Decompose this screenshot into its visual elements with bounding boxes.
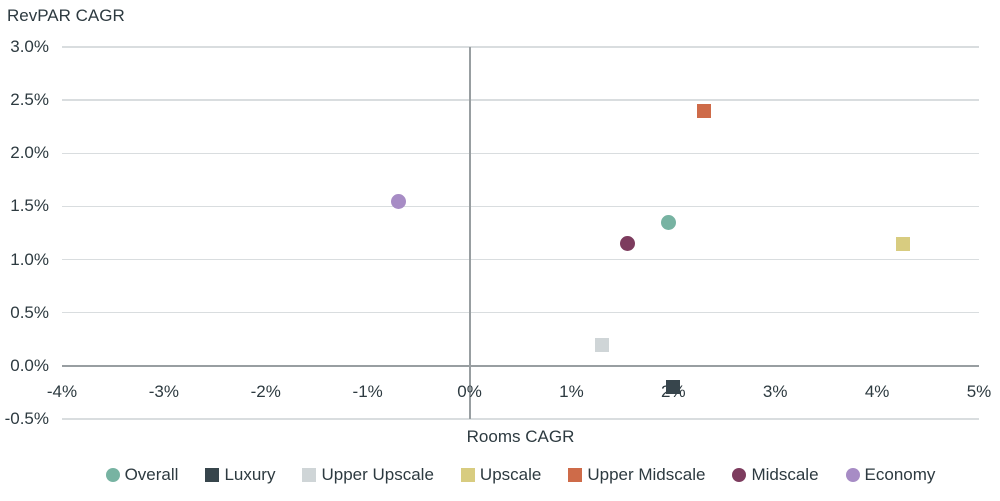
point-upper-midscale <box>696 103 711 118</box>
point-economy <box>390 193 406 209</box>
legend-label: Upscale <box>479 465 542 484</box>
x-tick-label: -3% <box>148 382 179 401</box>
point-overall <box>660 214 676 230</box>
point-midscale <box>619 236 635 252</box>
gridline-y-1.5% <box>62 205 979 208</box>
legend-label: Midscale <box>751 465 819 484</box>
y-tick-label: 1.0% <box>10 249 49 269</box>
gridline-y--0.5% <box>62 418 979 420</box>
x-tick-label: 4% <box>864 382 890 401</box>
point-upper-upscale <box>595 337 609 352</box>
gridline-y-2.0% <box>62 152 979 155</box>
gridline-y-2.5% <box>62 99 979 101</box>
legend: Overall Luxury Upper Upscale Upscale Upper M… <box>62 465 979 485</box>
y-tick-label: 2.0% <box>10 143 49 163</box>
x-tick-label: -4% <box>46 382 78 401</box>
x-tick-label: -2% <box>250 382 281 401</box>
legend-item-upper-midscale: Upper Midscale <box>568 465 705 485</box>
gridline-y-0.0% <box>62 364 979 367</box>
x-tick-label: 0% <box>457 382 482 401</box>
y-tick-label: 2.5% <box>10 90 49 110</box>
legend-label: Overall <box>124 465 179 484</box>
x-tick-label: 5% <box>966 382 992 401</box>
x-tick-label: -1% <box>352 382 383 401</box>
y-tick-label: -0.5% <box>4 409 49 428</box>
gridline-y-0.5% <box>62 311 979 314</box>
gridline-y-1.0% <box>62 258 979 261</box>
y-axis-title: RevPAR CAGR <box>7 6 125 25</box>
legend-item-luxury: Luxury <box>205 465 275 485</box>
legend-marker-square-icon <box>460 468 475 482</box>
y-tick-label: 1.5% <box>10 196 49 216</box>
legend-marker-square-icon <box>568 468 583 482</box>
legend-item-overall: Overall <box>105 465 179 485</box>
legend-label: Upper Upscale <box>321 465 434 484</box>
point-upscale <box>895 236 910 251</box>
legend-marker-circle-icon <box>732 468 747 482</box>
legend-marker-square-icon <box>205 468 220 482</box>
legend-marker-circle-icon <box>845 468 860 482</box>
legend-marker-square-icon <box>302 468 317 482</box>
legend-item-midscale: Midscale <box>732 465 819 485</box>
y-axis-zero-line <box>468 47 471 419</box>
legend-item-economy: Economy <box>845 465 936 485</box>
legend-label: Economy <box>864 465 936 484</box>
legend-item-upscale: Upscale <box>460 465 542 485</box>
legend-marker-circle-icon <box>105 468 120 482</box>
legend-item-upper-upscale: Upper Upscale <box>302 465 434 485</box>
legend-label: Luxury <box>224 465 276 484</box>
y-tick-label: 3.0% <box>10 37 49 56</box>
point-luxury <box>666 380 681 395</box>
legend-label: Upper Midscale <box>587 465 706 484</box>
x-tick-label: 1% <box>559 382 584 401</box>
y-tick-label: 0.5% <box>10 302 49 322</box>
x-tick-label: 3% <box>762 382 788 401</box>
x-axis-title: Rooms CAGR <box>466 427 575 446</box>
y-tick-label: 0.0% <box>10 355 49 375</box>
gridline-y-3.0% <box>62 46 979 48</box>
